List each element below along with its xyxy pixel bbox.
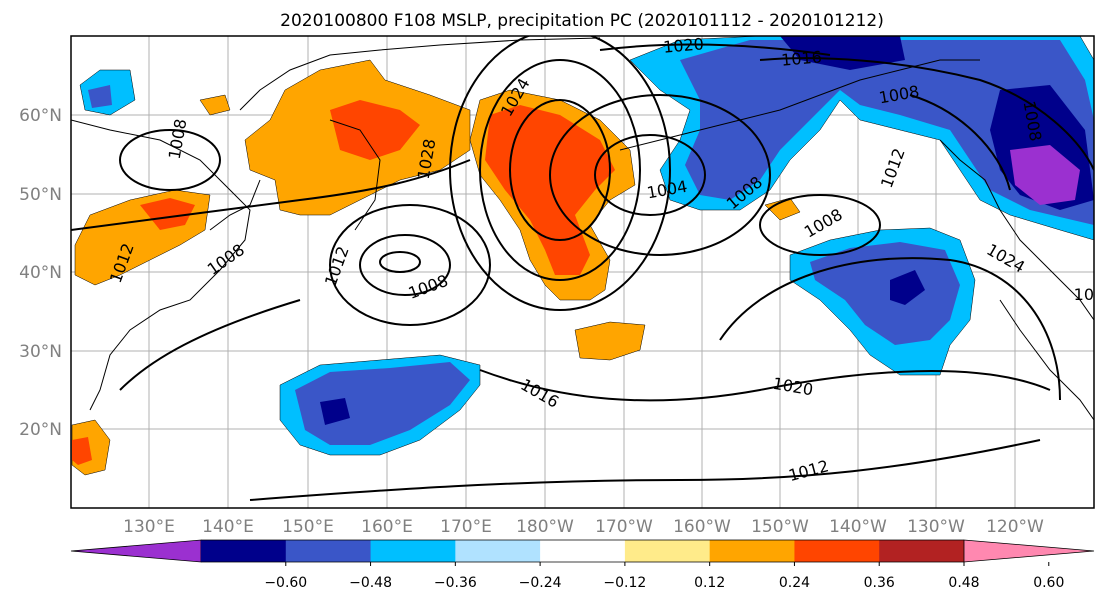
isobar-label: 1020 [662, 34, 704, 56]
colorbar-bin [455, 540, 540, 562]
colorbar-min-arrow [71, 540, 201, 562]
colorbar-bin [794, 540, 879, 562]
latitude-label: 20°N [19, 420, 62, 440]
colorbar-bin [710, 540, 795, 562]
longitude-label: 150°W [751, 517, 809, 537]
colorbar-tick-label: −0.24 [519, 575, 562, 591]
colorbar-bin [540, 540, 625, 562]
longitude-label: 140°E [202, 517, 254, 537]
longitude-label: 130°E [123, 517, 175, 537]
colorbar-tick-label: −0.12 [603, 575, 646, 591]
colorbar-bin [879, 540, 964, 562]
isobar-label: 1016 [1074, 285, 1105, 304]
colorbar-tick-label: 0.36 [864, 575, 895, 591]
colorbar-tick-label: −0.60 [264, 575, 307, 591]
latitude-label: 30°N [19, 342, 62, 362]
longitude-label: 150°E [282, 517, 334, 537]
colorbar-tick-label: 0.24 [779, 575, 810, 591]
longitude-label: 140°W [829, 517, 887, 537]
latitude-label: 50°N [19, 185, 62, 205]
colorbar-tick-label: 0.60 [1033, 575, 1064, 591]
colorbar-tick-label: −0.48 [349, 575, 392, 591]
longitude-label: 170°E [440, 517, 492, 537]
longitude-label: 180°W [516, 517, 574, 537]
longitude-label: 130°W [907, 517, 965, 537]
colorbar: −0.60 −0.48 −0.36 −0.24 −0.12 0.12 0.24 0.36 0.4… [71, 540, 1094, 591]
latitude-labels: 60°N 50°N 40°N 30°N 20°N [19, 106, 62, 440]
colorbar-bin [201, 540, 286, 562]
colorbar-bin [625, 540, 710, 562]
colorbar-tick-label: 0.12 [694, 575, 725, 591]
colorbar-max-arrow [964, 540, 1094, 562]
colorbar-tick-label: 0.48 [948, 575, 979, 591]
map-title: 2020100800 F108 MSLP, precipitation PC (… [280, 11, 884, 31]
longitude-label: 160°E [361, 517, 413, 537]
colorbar-tick-label: −0.36 [434, 575, 477, 591]
colorbar-bin [286, 540, 371, 562]
longitude-label: 160°W [673, 517, 731, 537]
colorbar-bin [371, 540, 456, 562]
isobar-label: 1016 [780, 47, 822, 69]
longitude-label: 170°W [595, 517, 653, 537]
latitude-label: 40°N [19, 263, 62, 283]
latitude-label: 60°N [19, 106, 62, 126]
longitude-labels: 130°E 140°E 150°E 160°E 170°E 180°W 170°W 160°W… [123, 517, 1044, 537]
longitude-label: 120°W [986, 517, 1044, 537]
